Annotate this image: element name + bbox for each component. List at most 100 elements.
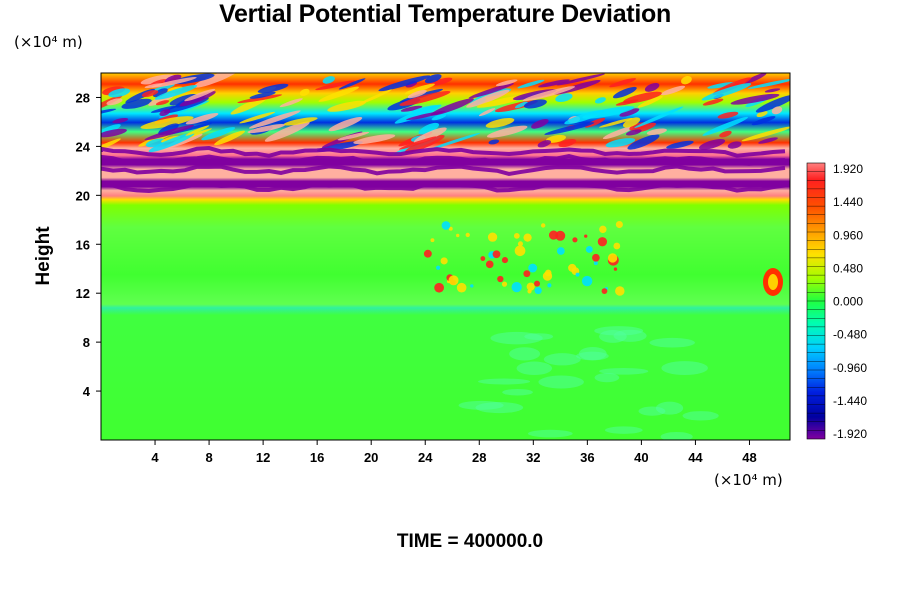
field-streak (764, 88, 781, 93)
x-tick-label: 16 (310, 450, 324, 465)
field-streak (622, 117, 641, 128)
field-streak (502, 388, 533, 396)
field-streak (398, 136, 437, 150)
field-streak (660, 85, 686, 96)
y-axis-unit: (×10⁴ m) (14, 33, 83, 51)
y-tick-label: 16 (76, 237, 90, 252)
field-blob (485, 260, 494, 269)
field-blob (480, 256, 486, 261)
field-streak (358, 89, 392, 105)
field-streak (318, 86, 359, 102)
field-streak (121, 98, 152, 109)
field-blob (548, 230, 559, 240)
field-streak (468, 83, 515, 99)
field-streak (730, 93, 780, 105)
field-blob (441, 221, 451, 230)
field-blob (527, 289, 532, 294)
heatmap-field (101, 73, 790, 440)
field-streak (399, 90, 451, 106)
field-streak (279, 98, 303, 108)
field-streak (404, 83, 435, 95)
field-blob (456, 282, 467, 293)
field-streak (430, 77, 453, 86)
field-blob (517, 241, 523, 247)
field-streak (701, 83, 752, 101)
field-streak (634, 106, 684, 128)
field-streak (140, 74, 175, 85)
field-blob (492, 250, 501, 259)
field-streak (747, 78, 790, 89)
y-tick-label: 28 (76, 90, 90, 105)
x-tick-label: 36 (580, 450, 594, 465)
field-streak (604, 426, 643, 434)
field-streak (595, 97, 606, 104)
field-streak (680, 76, 692, 85)
field-streak (751, 116, 776, 126)
field-blob (448, 275, 459, 286)
field-blob (456, 233, 460, 238)
field-streak (527, 429, 573, 438)
field-blob (540, 223, 546, 228)
field-streak (644, 82, 660, 92)
field-streak (411, 105, 438, 113)
field-streak (564, 110, 604, 125)
field-band (101, 154, 786, 166)
field-streak (538, 79, 570, 88)
field-streak (154, 84, 198, 100)
field-streak (201, 127, 236, 141)
field-streak (516, 361, 553, 376)
field-streak (758, 137, 778, 144)
field-blob (470, 284, 474, 288)
field-blob (514, 245, 526, 257)
field-blob (430, 238, 435, 243)
field-streak (140, 116, 194, 129)
field-streak (599, 367, 649, 375)
field-blob (585, 245, 593, 253)
field-streak (167, 86, 183, 92)
field-streak (707, 82, 736, 89)
field-streak (184, 88, 216, 102)
field-streak (466, 89, 510, 108)
field-streak (144, 83, 163, 89)
field-streak (612, 86, 637, 99)
field-streak (702, 98, 724, 106)
field-streak (418, 122, 440, 135)
field-streak (485, 117, 515, 128)
field-streak (627, 134, 660, 150)
field-streak (594, 373, 620, 383)
field-streak (602, 126, 634, 140)
field-streak (152, 88, 168, 98)
field-blob (768, 274, 778, 290)
x-axis-ticks: 4 8 12 16 20 24 28 32 36 40 44 48 (151, 440, 757, 465)
field-streak (741, 126, 790, 142)
field-streak (230, 96, 268, 115)
field-streak (599, 117, 633, 128)
field-streak (400, 105, 423, 112)
field-blob (465, 232, 470, 238)
field-band (101, 181, 786, 193)
field-streak (155, 100, 170, 106)
field-streak (517, 79, 545, 89)
x-tick-label: 48 (742, 450, 756, 465)
colorbar-label: -1.920 (833, 427, 867, 441)
field-streak (164, 74, 182, 84)
field-streak (609, 78, 637, 88)
field-blob (613, 267, 618, 271)
colorbar-label: 0.960 (833, 228, 863, 242)
field-streak (315, 80, 356, 91)
field-streak (531, 118, 549, 129)
field-blob (534, 280, 541, 287)
field-streak (475, 402, 524, 414)
field-band (101, 164, 786, 176)
field-blob (436, 265, 441, 270)
time-label: TIME = 400000.0 (396, 531, 544, 552)
field-streak (101, 138, 121, 155)
field-streak (214, 130, 246, 146)
field-streak (524, 333, 554, 340)
y-tick-label: 4 (83, 384, 91, 399)
colorbar-label: 0.000 (833, 295, 863, 309)
field-streak (476, 95, 525, 108)
field-streak (257, 83, 289, 94)
x-tick-label: 32 (526, 450, 540, 465)
field-streak (584, 117, 606, 128)
